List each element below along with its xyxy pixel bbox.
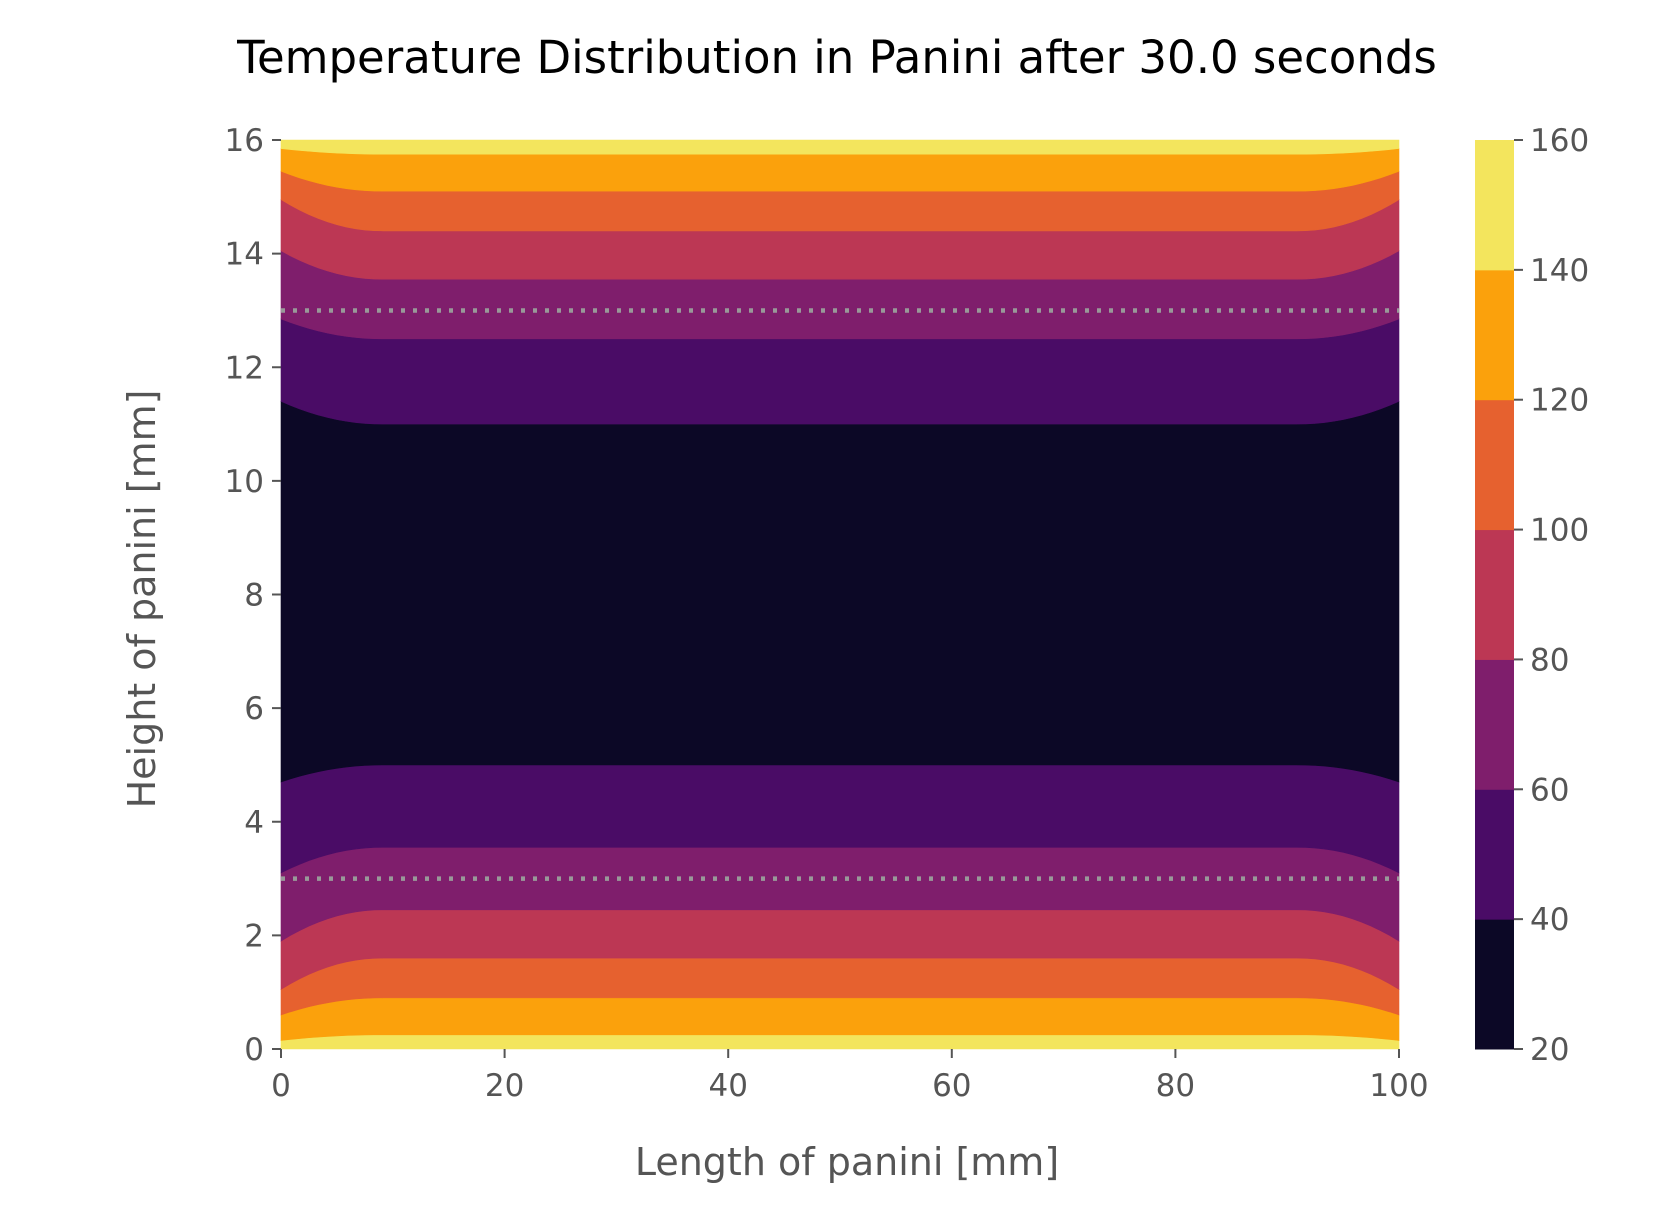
x-tick-label: 100: [1369, 1068, 1428, 1104]
y-tick-label: 8: [244, 578, 264, 614]
colorbar-segment: [1475, 789, 1514, 920]
colorbar-segment: [1475, 659, 1514, 790]
colorbar-tick-label: 160: [1530, 123, 1589, 159]
plot-area: [280, 139, 1400, 1050]
y-tick-label: 6: [244, 691, 264, 727]
chart-title: Temperature Distribution in Panini after…: [236, 31, 1437, 84]
colorbar-segment: [1475, 919, 1514, 1050]
x-tick-label: 0: [271, 1068, 291, 1104]
colorbar-segment: [1475, 140, 1514, 271]
colorbar-tick-label: 80: [1530, 642, 1569, 678]
contour-band: [280, 148, 1400, 192]
colorbar-segment: [1475, 399, 1514, 531]
x-tick-label: 80: [1156, 1068, 1195, 1104]
x-tick-label: 40: [708, 1068, 747, 1104]
contour-band: [280, 139, 1400, 155]
y-tick-label: 2: [244, 918, 264, 954]
colorbar-tick-label: 100: [1530, 513, 1589, 549]
colorbar-tick-label: 60: [1530, 772, 1569, 808]
x-axis: 0 20 40 60 80 100: [271, 1049, 1429, 1104]
y-axis: 0 2 4 6 8 10 12 14 16: [225, 123, 281, 1068]
y-tick-label: 0: [244, 1032, 264, 1068]
colorbar: 20 40 60 80 100 120 140 160: [1475, 123, 1589, 1068]
colorbar-tick-label: 40: [1530, 902, 1569, 938]
y-tick-label: 12: [225, 350, 264, 386]
colorbar-segment: [1475, 529, 1514, 660]
y-tick-label: 16: [225, 123, 264, 159]
y-tick-label: 10: [225, 464, 264, 500]
x-tick-label: 60: [932, 1068, 971, 1104]
colorbar-tick-label: 20: [1530, 1032, 1569, 1068]
y-tick-label: 4: [244, 805, 264, 841]
x-tick-label: 20: [485, 1068, 524, 1104]
contour-band: [280, 1034, 1400, 1050]
colorbar-tick-label: 120: [1530, 383, 1589, 419]
colorbar-tick-label: 140: [1530, 253, 1589, 289]
x-axis-label: Length of panini [mm]: [635, 1140, 1059, 1184]
y-axis-label: Height of panini [mm]: [120, 390, 164, 809]
y-tick-label: 14: [225, 237, 264, 273]
contour-band: [280, 400, 1400, 783]
colorbar-segment: [1475, 269, 1514, 401]
contour-band: [280, 997, 1400, 1041]
